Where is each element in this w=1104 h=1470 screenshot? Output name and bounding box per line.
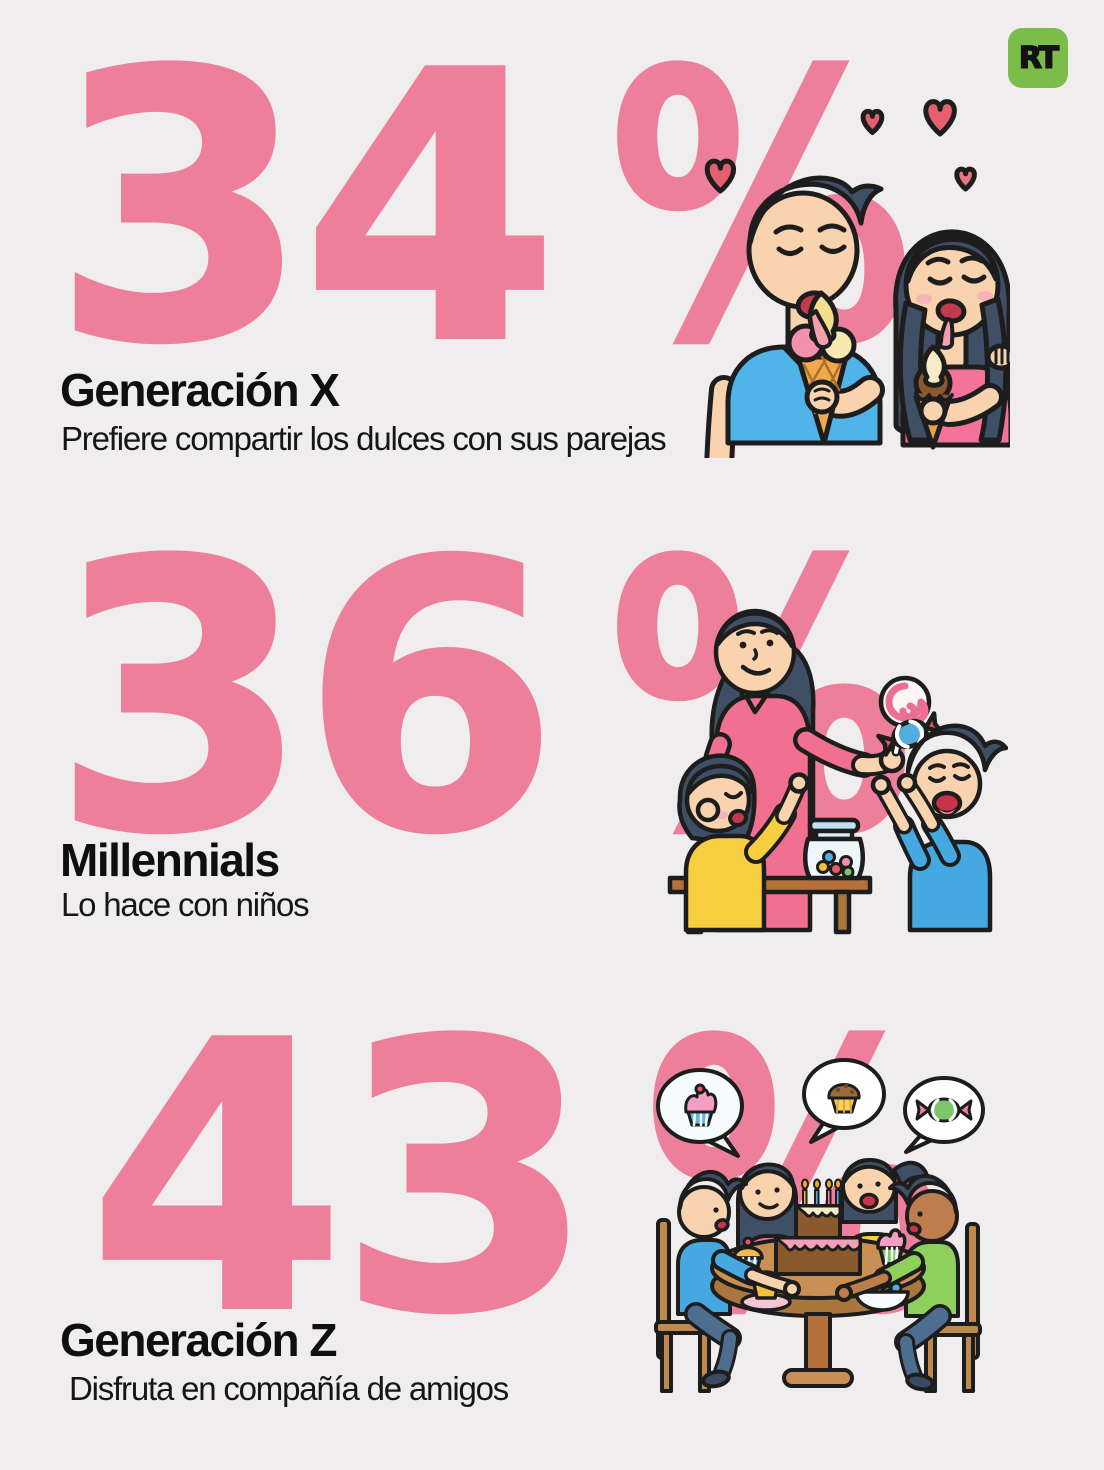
section-label-millennials: Millennials: [60, 834, 280, 886]
woman-with-ice-cream: [893, 229, 1010, 450]
arms-and-legs: [684, 1249, 952, 1392]
speech-bubble-muffin-icon: [802, 1058, 886, 1144]
wrapped-candy-icon: [876, 711, 944, 757]
speech-bubble-candy-icon: [903, 1076, 985, 1154]
friends-table-illustration: [654, 1058, 985, 1393]
family-candy-illustration: [667, 608, 1008, 935]
percentage-value: 36: [50, 485, 561, 915]
mother-hand: [695, 797, 721, 823]
section-description-millennials: Lo hace con niños: [61, 886, 310, 923]
rt-logo: RT: [1008, 28, 1068, 88]
boy-reaching: [870, 723, 1008, 933]
man-with-ice-cream: [704, 175, 885, 458]
section-label-generacion-x: Generación X: [60, 364, 340, 416]
rt-logo-text: RT: [1018, 40, 1060, 77]
birthday-cake-icon: [774, 1178, 862, 1276]
section-description-generacion-z: Disfruta en compañía de amigos: [69, 1370, 509, 1407]
speech-bubble-cupcake-icon: [656, 1068, 744, 1158]
section-label-generacion-z: Generación Z: [60, 1314, 337, 1366]
percentage-value: 34: [50, 0, 561, 425]
hearts-icon: [707, 102, 974, 191]
candy-jar-icon: [803, 817, 865, 881]
couple-ice-cream-illustration: [700, 95, 1010, 458]
section-description-generacion-x: Prefiere compartir los dulces con sus pa…: [61, 420, 667, 457]
percentage-value: 43: [86, 965, 597, 1395]
